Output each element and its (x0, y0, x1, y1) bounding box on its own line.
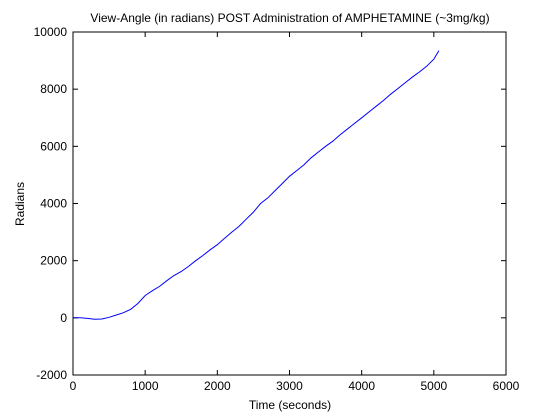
x-tick-label: 1000 (132, 379, 159, 393)
y-tick-label: 2000 (40, 254, 67, 268)
chart-title: View-Angle (in radians) POST Administrat… (90, 11, 489, 25)
x-tick-label: 2000 (204, 379, 231, 393)
x-axis-label: Time (seconds) (249, 398, 331, 412)
y-tick-label: 6000 (40, 139, 67, 153)
y-tick-label: 8000 (40, 82, 67, 96)
y-axis-label: Radians (13, 182, 27, 226)
y-tick-label: 0 (60, 311, 67, 325)
x-tick-label: 6000 (493, 379, 520, 393)
y-tick-label: -2000 (36, 368, 67, 382)
plot-area: 0 1000 2000 3000 4000 5000 6000-20000200040006… (34, 25, 520, 393)
x-tick-label: 4000 (348, 379, 375, 393)
series-line (73, 50, 440, 320)
y-tick-label: 10000 (34, 25, 68, 39)
y-tick-label: 4000 (40, 197, 67, 211)
axes-box (72, 31, 507, 376)
x-tick-label: 3000 (276, 379, 303, 393)
x-tick-label: 0 (70, 379, 77, 393)
x-tick-label: 5000 (420, 379, 447, 393)
